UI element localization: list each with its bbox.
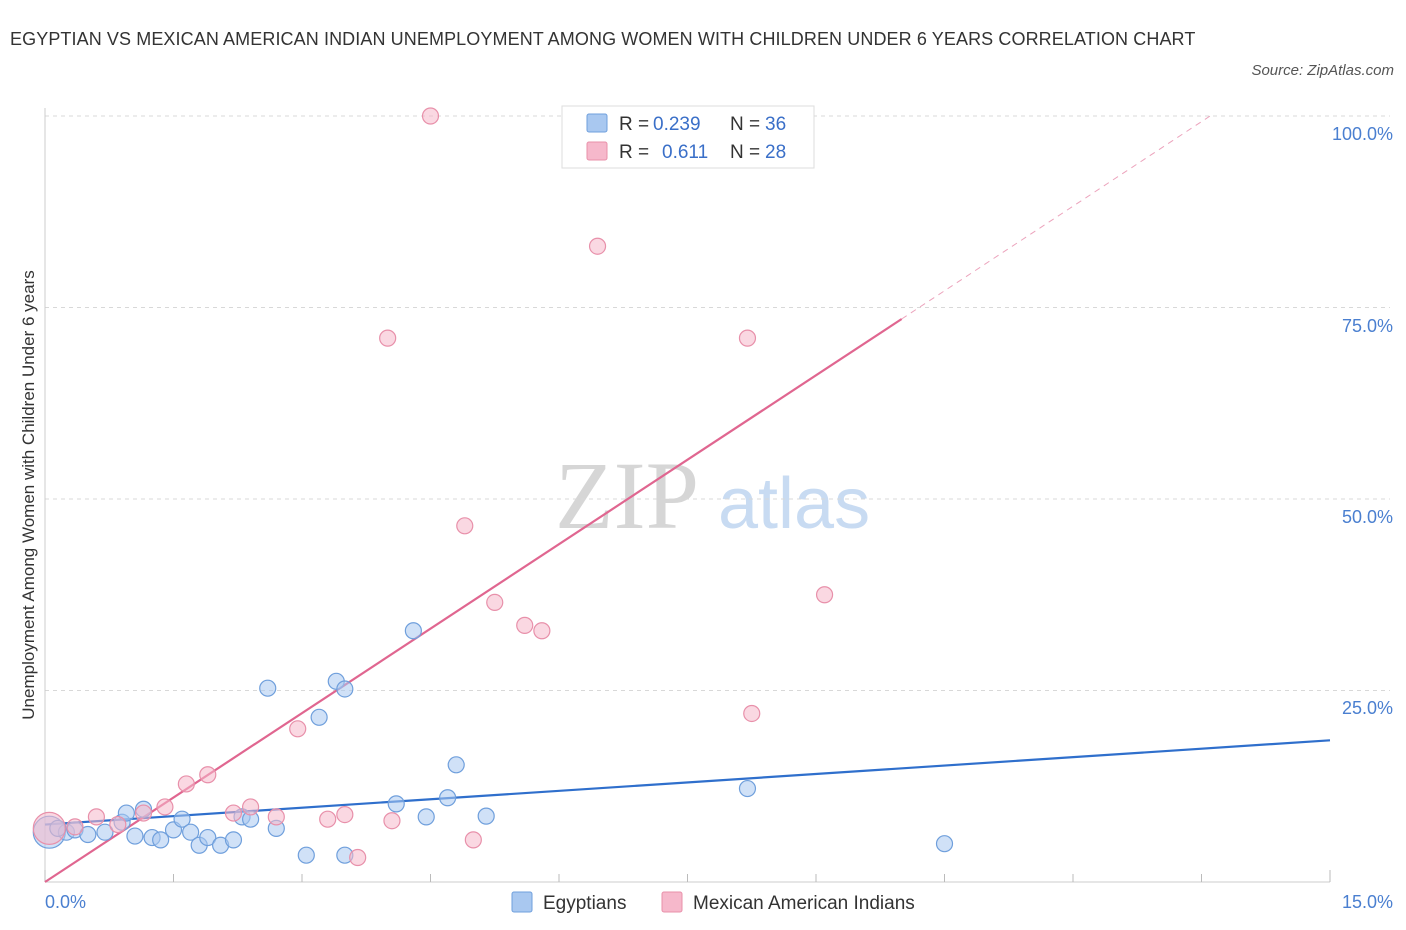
bottom-legend-label-mexican: Mexican American Indians bbox=[693, 893, 915, 914]
grid-layer bbox=[45, 115, 1390, 691]
legend-swatch-egyptians bbox=[586, 113, 608, 133]
bottom-legend-swatch-egyptians bbox=[511, 891, 533, 913]
point-egyptians-27 bbox=[387, 795, 405, 813]
point-egyptians-20 bbox=[259, 679, 277, 697]
bottom-legend-label-egyptians: Egyptians bbox=[543, 893, 626, 914]
point-egyptians-30 bbox=[439, 789, 457, 807]
correlation-legend: R = 0.239 N = 36 R = 0.611 N = 28 bbox=[561, 105, 815, 169]
point-mexican-0 bbox=[32, 811, 66, 845]
trendline-egyptians bbox=[44, 739, 1331, 826]
x-tick-label-max: 15.0% bbox=[1342, 892, 1393, 912]
y-axis-label: Unemployment Among Women with Children U… bbox=[19, 270, 38, 719]
point-mexican-6 bbox=[177, 775, 195, 793]
y-tick-label-25: 25.0% bbox=[1342, 698, 1393, 718]
point-mexican-26 bbox=[743, 704, 761, 723]
point-mexican-8 bbox=[224, 804, 243, 822]
point-mexican-18 bbox=[456, 517, 474, 535]
point-mexican-27 bbox=[815, 586, 834, 604]
y-tick-label-75: 75.0% bbox=[1342, 316, 1393, 336]
point-mexican-7 bbox=[199, 766, 217, 784]
legend-r-label-mexican: R = bbox=[619, 142, 649, 163]
point-egyptians-3 bbox=[79, 825, 97, 844]
series-legend: Egyptians Mexican American Indians bbox=[511, 891, 915, 914]
point-mexican-10 bbox=[267, 808, 285, 826]
chart-source: Source: ZipAtlas.com bbox=[1251, 62, 1394, 79]
legend-n-label-mexican: N = bbox=[730, 142, 760, 163]
point-mexican-3 bbox=[109, 815, 127, 834]
point-mexican-4 bbox=[134, 804, 153, 822]
point-mexican-13 bbox=[336, 805, 354, 824]
point-mexican-20 bbox=[486, 593, 504, 612]
point-mexican-14 bbox=[349, 848, 367, 867]
point-mexican-15 bbox=[379, 329, 397, 347]
point-egyptians-34 bbox=[935, 835, 954, 853]
bottom-legend-swatch-mexican bbox=[661, 891, 683, 913]
y-tick-label-50: 50.0% bbox=[1342, 507, 1393, 527]
y-tick-label-100: 100.0% bbox=[1332, 124, 1393, 144]
legend-r-label-egyptians: R = bbox=[619, 114, 649, 135]
legend-swatch-mexican bbox=[586, 141, 608, 161]
legend-n-value-mexican: 28 bbox=[765, 142, 786, 163]
point-egyptians-4 bbox=[96, 823, 114, 841]
legend-r-value-egyptians: 0.239 bbox=[653, 114, 701, 135]
point-egyptians-32 bbox=[477, 807, 495, 825]
point-egyptians-15 bbox=[199, 828, 217, 847]
point-egyptians-25 bbox=[336, 680, 354, 698]
point-mexican-11 bbox=[289, 720, 307, 738]
point-egyptians-12 bbox=[173, 810, 191, 828]
point-mexican-9 bbox=[242, 798, 260, 816]
point-egyptians-10 bbox=[152, 831, 170, 849]
point-egyptians-7 bbox=[126, 827, 144, 845]
x-tick-label-min: 0.0% bbox=[45, 892, 86, 912]
point-mexican-1 bbox=[66, 818, 84, 836]
point-mexican-2 bbox=[87, 808, 106, 826]
chart-title: EGYPTIAN VS MEXICAN AMERICAN INDIAN UNEM… bbox=[10, 29, 1196, 49]
point-egyptians-33 bbox=[738, 779, 757, 798]
point-mexican-23 bbox=[588, 237, 607, 255]
point-mexican-12 bbox=[319, 810, 337, 828]
point-mexican-16 bbox=[383, 812, 401, 830]
point-egyptians-31 bbox=[447, 756, 465, 774]
watermark-atlas: atlas bbox=[718, 464, 870, 544]
point-egyptians-17 bbox=[224, 831, 243, 849]
point-mexican-25 bbox=[738, 329, 757, 347]
point-mexican-5 bbox=[156, 798, 174, 816]
point-egyptians-22 bbox=[297, 846, 315, 864]
points-layer bbox=[32, 107, 954, 867]
point-mexican-21 bbox=[516, 616, 534, 634]
point-mexican-22 bbox=[533, 622, 551, 640]
legend-n-value-egyptians: 36 bbox=[765, 114, 786, 135]
point-mexican-19 bbox=[464, 831, 482, 849]
point-mexican-17 bbox=[421, 107, 440, 125]
point-egyptians-23 bbox=[310, 708, 328, 726]
legend-r-value-mexican: 0.611 bbox=[662, 142, 708, 163]
point-egyptians-13 bbox=[182, 823, 200, 841]
point-egyptians-28 bbox=[404, 622, 422, 640]
point-egyptians-6 bbox=[117, 804, 135, 822]
axis-layer bbox=[44, 108, 1331, 883]
legend-n-label-egyptians: N = bbox=[730, 114, 760, 135]
trendline-extension-mexican bbox=[901, 115, 1211, 320]
point-egyptians-29 bbox=[417, 808, 435, 826]
